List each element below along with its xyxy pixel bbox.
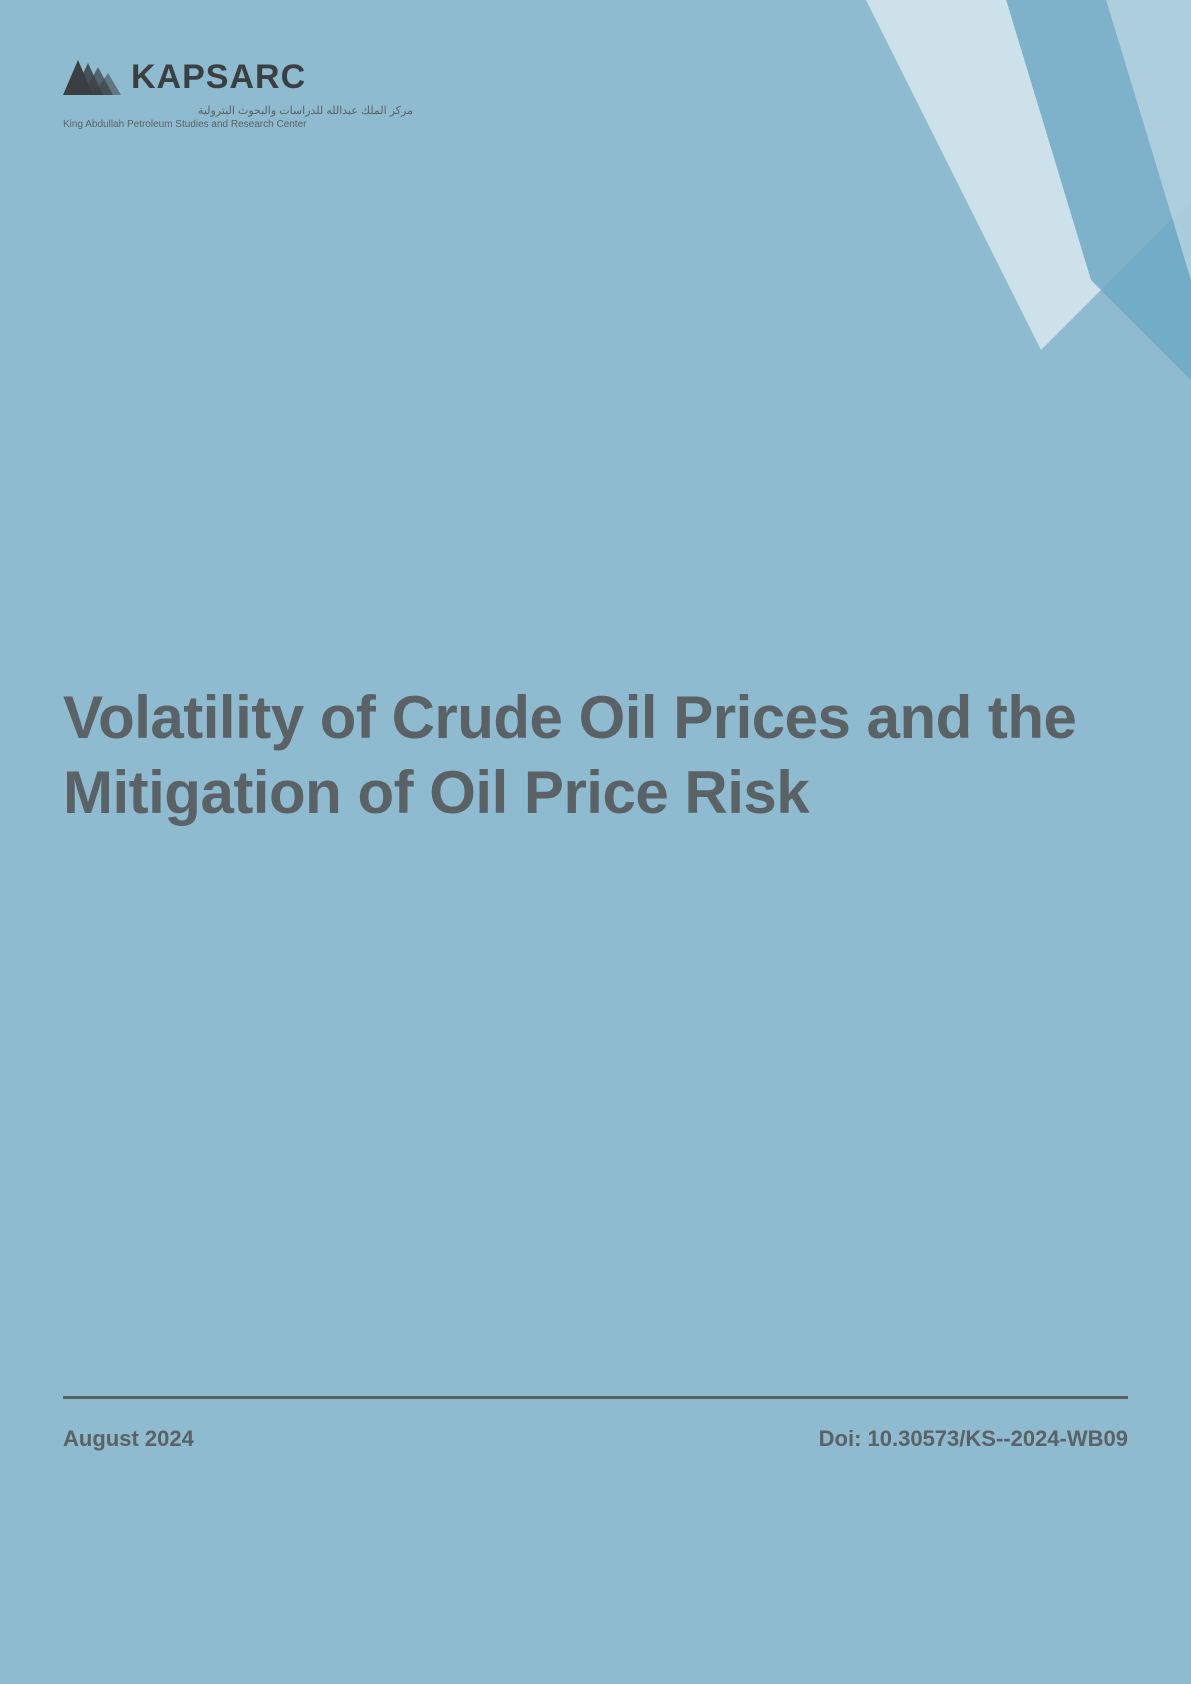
logo-subtitle-english: King Abdullah Petroleum Studies and Rese… xyxy=(63,119,413,130)
title-container: Volatility of Crude Oil Prices and the M… xyxy=(63,680,1128,830)
geometric-background-icon xyxy=(491,0,1191,400)
page-title: Volatility of Crude Oil Prices and the M… xyxy=(63,680,1128,830)
logo-main: KAPSARC xyxy=(63,55,413,100)
footer-divider xyxy=(63,1396,1128,1399)
kapsarc-logo-icon xyxy=(63,55,123,100)
logo-container: KAPSARC مركز الملك عبدالله للدراسات والب… xyxy=(63,55,413,130)
logo-text: KAPSARC xyxy=(131,58,306,97)
footer-date: August 2024 xyxy=(63,1426,194,1452)
footer: August 2024 Doi: 10.30573/KS--2024-WB09 xyxy=(63,1426,1128,1452)
footer-doi: Doi: 10.30573/KS--2024-WB09 xyxy=(819,1426,1128,1452)
logo-subtitle-arabic: مركز الملك عبدالله للدراسات والبحوث البت… xyxy=(63,104,413,117)
